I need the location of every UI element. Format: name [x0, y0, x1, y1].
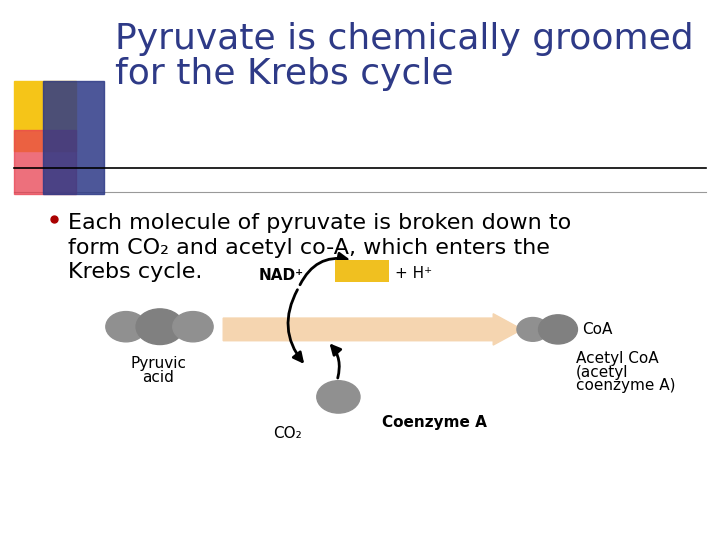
Circle shape — [173, 312, 213, 342]
Text: NADH: NADH — [337, 264, 387, 279]
Circle shape — [539, 315, 577, 344]
Text: Coenzyme A: Coenzyme A — [382, 415, 487, 430]
Text: CO₂: CO₂ — [274, 426, 302, 441]
Bar — [14, 130, 76, 194]
FancyBboxPatch shape — [335, 260, 389, 282]
Text: NAD⁺: NAD⁺ — [258, 268, 303, 283]
Text: Krebs cycle.: Krebs cycle. — [68, 262, 203, 282]
Circle shape — [106, 312, 146, 342]
Bar — [14, 81, 76, 151]
FancyArrow shape — [223, 314, 522, 345]
Text: + H⁺: + H⁺ — [395, 266, 432, 281]
Text: coenzyme A): coenzyme A) — [576, 378, 675, 393]
Text: (acetyl: (acetyl — [576, 364, 629, 380]
Text: for the Krebs cycle: for the Krebs cycle — [115, 57, 454, 91]
Bar — [43, 81, 104, 194]
Circle shape — [317, 381, 360, 413]
Text: Pyruvate is chemically groomed: Pyruvate is chemically groomed — [115, 22, 694, 56]
Circle shape — [517, 318, 549, 341]
Text: form CO₂ and acetyl co-A, which enters the: form CO₂ and acetyl co-A, which enters t… — [68, 238, 550, 258]
Text: Each molecule of pyruvate is broken down to: Each molecule of pyruvate is broken down… — [68, 213, 572, 233]
Text: Acetyl CoA: Acetyl CoA — [576, 351, 659, 366]
Text: acid: acid — [143, 370, 174, 385]
Circle shape — [136, 309, 184, 345]
Text: Pyruvic: Pyruvic — [130, 356, 186, 372]
Text: CoA: CoA — [582, 322, 612, 337]
